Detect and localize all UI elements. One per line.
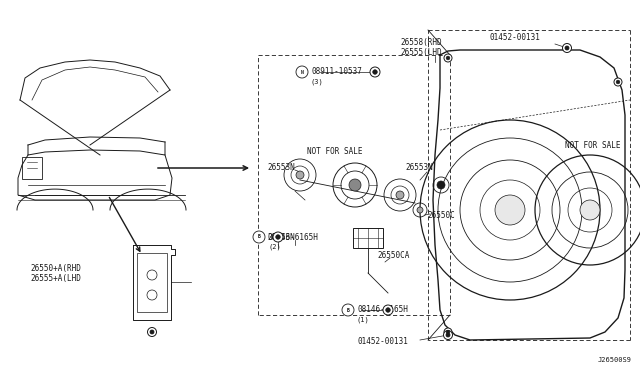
Text: 08146-6165H: 08146-6165H — [268, 232, 319, 241]
Text: (2): (2) — [268, 244, 281, 250]
Text: B: B — [257, 234, 260, 240]
Text: 01452-00131: 01452-00131 — [490, 33, 541, 42]
Text: 08911-10537: 08911-10537 — [312, 67, 363, 77]
Text: NOT FOR SALE: NOT FOR SALE — [565, 141, 621, 150]
Text: N: N — [301, 70, 303, 74]
Text: 08146-6165H: 08146-6165H — [357, 305, 408, 314]
Circle shape — [372, 70, 377, 74]
Circle shape — [417, 207, 423, 213]
Text: NOT FOR SALE: NOT FOR SALE — [307, 148, 362, 157]
Circle shape — [616, 80, 620, 84]
Text: 26550CA: 26550CA — [377, 250, 410, 260]
Text: 26555(LHD: 26555(LHD — [400, 48, 442, 57]
Circle shape — [383, 305, 393, 315]
Text: 26555+A(LHD: 26555+A(LHD — [30, 273, 81, 282]
Circle shape — [396, 191, 404, 199]
Circle shape — [253, 231, 265, 243]
Circle shape — [437, 181, 445, 189]
Text: 26550+A(RHD: 26550+A(RHD — [30, 263, 81, 273]
Circle shape — [614, 78, 622, 86]
Circle shape — [147, 327, 157, 337]
Circle shape — [296, 171, 304, 179]
Circle shape — [273, 232, 283, 242]
Text: 26553N: 26553N — [405, 164, 433, 173]
Circle shape — [444, 54, 452, 62]
Circle shape — [444, 328, 452, 336]
Text: (3): (3) — [310, 79, 323, 85]
Circle shape — [370, 67, 380, 77]
Text: (1): (1) — [357, 317, 370, 323]
Circle shape — [386, 308, 390, 312]
Text: 01452-00131: 01452-00131 — [358, 337, 409, 346]
Circle shape — [349, 179, 361, 191]
Circle shape — [444, 330, 452, 340]
Circle shape — [296, 66, 308, 78]
Circle shape — [446, 330, 450, 334]
Text: 26553N: 26553N — [267, 163, 295, 171]
Circle shape — [276, 235, 280, 239]
Circle shape — [150, 330, 154, 334]
Circle shape — [563, 44, 572, 52]
Circle shape — [342, 304, 354, 316]
Bar — [137, 253, 167, 312]
Bar — [22, 157, 42, 179]
Text: 26550C: 26550C — [427, 211, 455, 219]
Text: B: B — [347, 308, 349, 312]
Circle shape — [565, 46, 569, 50]
Text: 26553N: 26553N — [267, 234, 295, 243]
Circle shape — [446, 56, 450, 60]
Text: 26558(RHD: 26558(RHD — [400, 38, 442, 46]
Circle shape — [446, 333, 450, 337]
Text: J26500S9: J26500S9 — [598, 357, 632, 363]
Circle shape — [495, 195, 525, 225]
Circle shape — [580, 200, 600, 220]
